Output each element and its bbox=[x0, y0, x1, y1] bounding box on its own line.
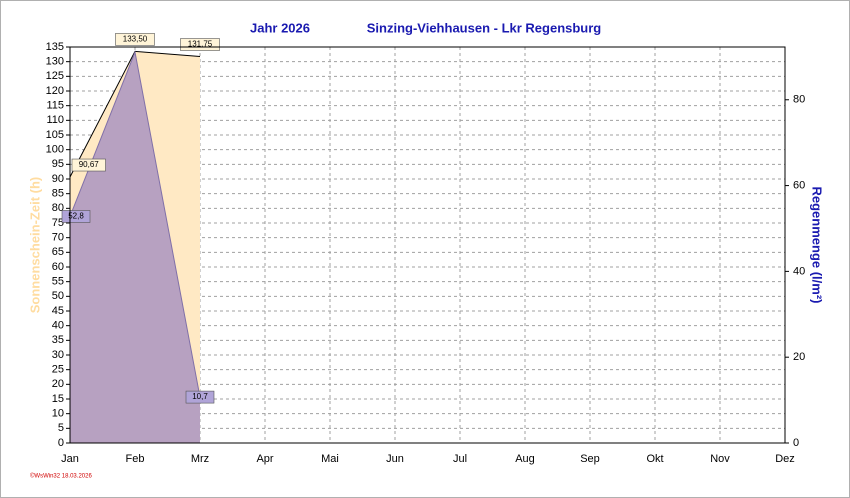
y-tick-label: 125 bbox=[46, 70, 64, 82]
data-label: 131,75 bbox=[188, 40, 213, 49]
x-tick-label: Sep bbox=[580, 453, 600, 465]
y2-tick-label: 80 bbox=[793, 94, 805, 106]
y-tick-label: 45 bbox=[52, 305, 64, 317]
y-tick-label: 85 bbox=[52, 188, 64, 200]
y-tick-label: 95 bbox=[52, 158, 64, 170]
y-tick-label: 5 bbox=[58, 422, 64, 434]
y-tick-label: 105 bbox=[46, 129, 64, 141]
y-tick-label: 115 bbox=[46, 100, 64, 112]
y-tick-label: 65 bbox=[52, 246, 64, 258]
data-label-box bbox=[71, 158, 106, 172]
chart-subtitle: Sinzing-Viehhausen - Lkr Regensburg bbox=[367, 20, 602, 35]
x-tick-label: Okt bbox=[646, 453, 663, 465]
data-label: 10,7 bbox=[192, 392, 208, 401]
y-tick-label: 110 bbox=[46, 114, 64, 126]
x-tick-label: Jun bbox=[386, 453, 404, 465]
y2-tick-label: 0 bbox=[793, 437, 799, 449]
y2-tick-label: 60 bbox=[793, 179, 805, 191]
x-tick-label: Dez bbox=[775, 453, 795, 465]
y-tick-label: 10 bbox=[52, 408, 64, 420]
x-tick-label: Jul bbox=[453, 453, 467, 465]
x-tick-label: Nov bbox=[710, 453, 730, 465]
y-tick-label: 90 bbox=[52, 173, 64, 185]
data-label-box bbox=[185, 390, 215, 404]
x-tick-label: Mrz bbox=[191, 453, 209, 465]
data-label: 133,50 bbox=[123, 35, 148, 44]
y-tick-label: 80 bbox=[52, 202, 64, 214]
x-tick-label: Mai bbox=[321, 453, 339, 465]
y-tick-label: 100 bbox=[46, 144, 64, 156]
data-label-box bbox=[61, 210, 91, 223]
y-tick-label: 0 bbox=[58, 437, 64, 449]
y-tick-label: 135 bbox=[46, 41, 64, 53]
y-tick-label: 50 bbox=[52, 290, 64, 302]
y-tick-label: 20 bbox=[52, 378, 64, 390]
y-tick-label: 75 bbox=[52, 217, 64, 229]
y-tick-label: 25 bbox=[52, 364, 64, 376]
x-tick-label: Apr bbox=[256, 453, 273, 465]
y-tick-label: 15 bbox=[52, 393, 64, 405]
y-tick-label: 55 bbox=[52, 276, 64, 288]
y2-axis-label: Regenmenge (l/m²) bbox=[810, 186, 825, 303]
y-tick-label: 70 bbox=[52, 232, 64, 244]
plot: 0 5 10 15 20 25 30 35 40 45 50 55 60 65 70 75 80 85 90 95 10… bbox=[46, 33, 805, 465]
y2-tick-label: 20 bbox=[793, 351, 805, 363]
y-tick-label: 35 bbox=[52, 334, 64, 346]
y-tick-label: 40 bbox=[52, 320, 64, 332]
y-tick-label: 60 bbox=[52, 261, 64, 273]
rain-area bbox=[70, 52, 200, 443]
data-label-box bbox=[180, 38, 220, 51]
x-tick-label: Feb bbox=[126, 453, 145, 465]
x-tick-label: Aug bbox=[515, 453, 535, 465]
y-tick-label: 30 bbox=[52, 349, 64, 361]
data-label: 90,67 bbox=[79, 160, 100, 169]
y-tick-label: 130 bbox=[46, 56, 64, 68]
data-label-box bbox=[115, 33, 155, 46]
footer: ©WsWin32 18.03.2026 bbox=[30, 473, 92, 480]
data-label: 52,8 bbox=[68, 212, 84, 221]
x-tick-label: Jan bbox=[61, 453, 79, 465]
y-axis-label: Sonnenschein-Zeit (h) bbox=[27, 177, 42, 314]
y-tick-label: 120 bbox=[46, 85, 64, 97]
chart-title: Jahr 2026 bbox=[250, 20, 310, 35]
y2-tick-label: 40 bbox=[793, 265, 805, 277]
plot-border bbox=[69, 46, 786, 444]
